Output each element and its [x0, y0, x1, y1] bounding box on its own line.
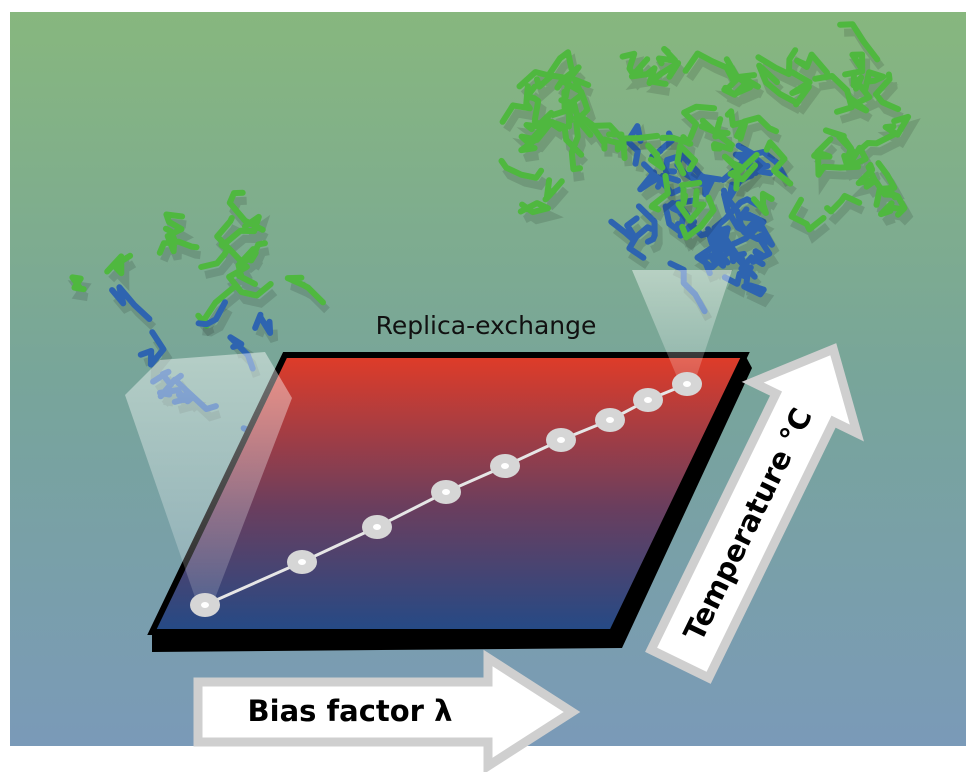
- replica-dot-center: [644, 397, 652, 403]
- replica-dot-center: [373, 524, 381, 530]
- replica-dot-center: [442, 489, 450, 495]
- replica-dot-center: [683, 381, 691, 387]
- title: Replica-exchange: [376, 311, 597, 340]
- replica-dot-center: [298, 559, 306, 565]
- replica-dot-center: [606, 417, 614, 423]
- replica-dot-center: [557, 437, 565, 443]
- replica-dot-center: [201, 602, 209, 608]
- replica-dot-center: [501, 463, 509, 469]
- x-label: Bias factor λ: [248, 694, 453, 728]
- diagram: Replica-exchange Bias factor λ Temperatu…: [0, 0, 976, 772]
